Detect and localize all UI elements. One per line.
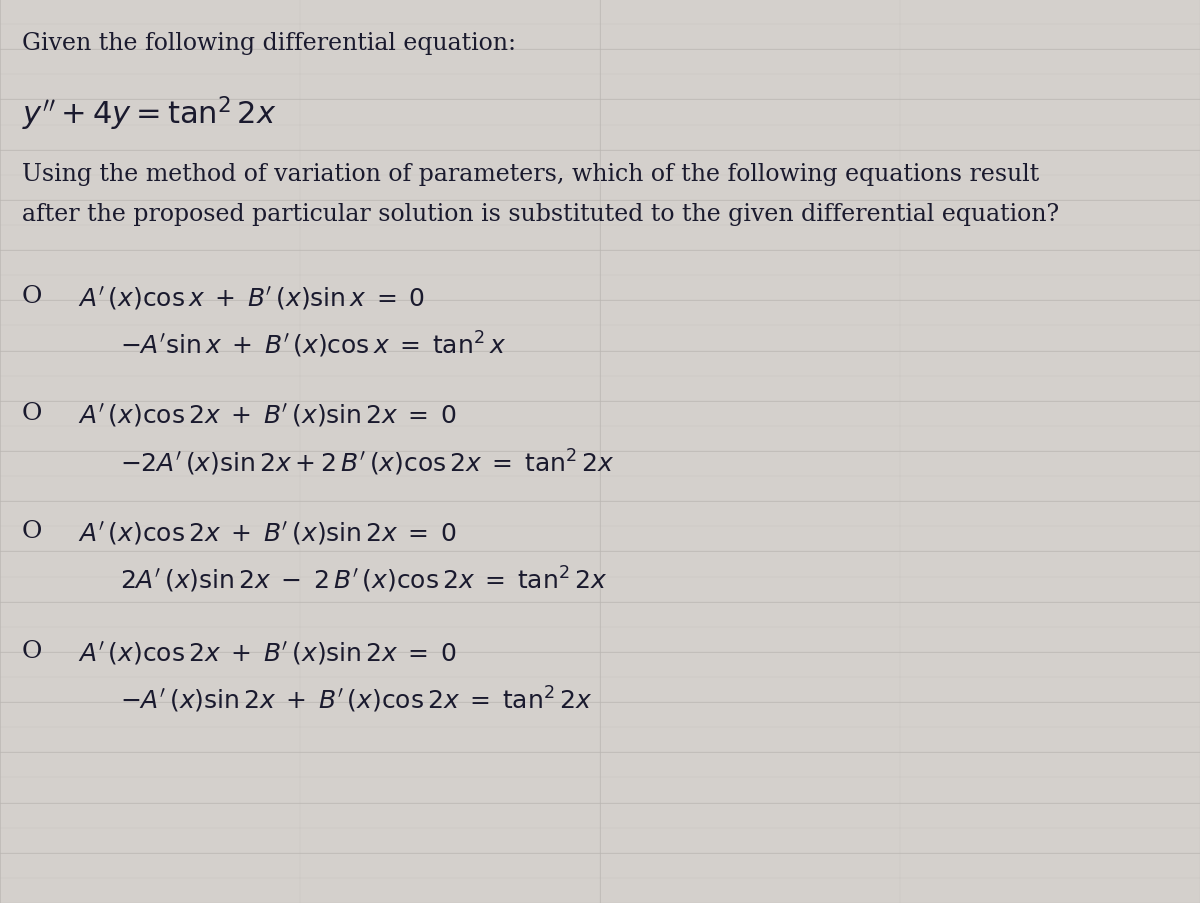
Text: $-2A'\,(x)\sin 2x + 2\,B'\,(x)\cos 2x\;=\;\tan^2 2x$: $-2A'\,(x)\sin 2x + 2\,B'\,(x)\cos 2x\;=… [120,447,614,477]
Text: Given the following differential equation:: Given the following differential equatio… [22,32,516,54]
Text: $y'' + 4y = \mathrm{tan}^2\,2x$: $y'' + 4y = \mathrm{tan}^2\,2x$ [22,95,276,134]
Text: $-A'\,(x)\sin 2x\;+\;B'\,(x)\cos 2x\;=\;\tan^2 2x$: $-A'\,(x)\sin 2x\;+\;B'\,(x)\cos 2x\;=\;… [120,684,592,714]
Text: $-A'\sin x\;+\;B'\,(x)\cos x\;=\;\tan^2 x$: $-A'\sin x\;+\;B'\,(x)\cos x\;=\;\tan^2 … [120,330,506,359]
Text: Using the method of variation of parameters, which of the following equations re: Using the method of variation of paramet… [22,163,1039,185]
Text: $A'\,(x)\cos 2x\;+\;B'\,(x)\sin 2x\;=\;0$: $A'\,(x)\cos 2x\;+\;B'\,(x)\sin 2x\;=\;0… [78,639,457,666]
Text: $A'\,(x)\cos 2x\;+\;B'\,(x)\sin 2x\;=\;0$: $A'\,(x)\cos 2x\;+\;B'\,(x)\sin 2x\;=\;0… [78,519,457,546]
Text: O: O [22,519,42,542]
Text: O: O [22,402,42,424]
Text: $A'\,(x)\cos 2x\;+\;B'\,(x)\sin 2x\;=\;0$: $A'\,(x)\cos 2x\;+\;B'\,(x)\sin 2x\;=\;0… [78,402,457,429]
Text: after the proposed particular solution is substituted to the given differential : after the proposed particular solution i… [22,203,1058,226]
Text: $A'\,(x)\cos x\;+\;B'\,(x)\sin x\;=\;0$: $A'\,(x)\cos x\;+\;B'\,(x)\sin x\;=\;0$ [78,284,425,312]
Text: O: O [22,284,42,307]
Text: O: O [22,639,42,662]
Text: $2A'\,(x)\sin 2x\;-\;2\,B'\,(x)\cos 2x\;=\;\tan^2 2x$: $2A'\,(x)\sin 2x\;-\;2\,B'\,(x)\cos 2x\;… [120,564,607,594]
